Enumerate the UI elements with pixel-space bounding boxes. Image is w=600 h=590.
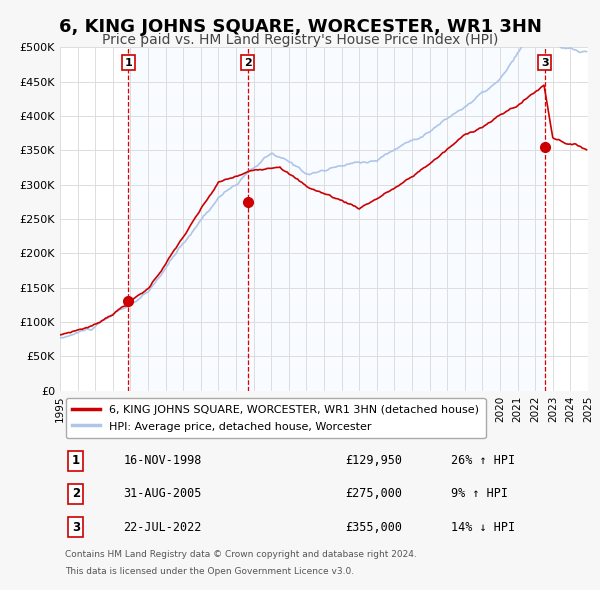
- Text: 2: 2: [244, 58, 251, 68]
- Text: Contains HM Land Registry data © Crown copyright and database right 2024.: Contains HM Land Registry data © Crown c…: [65, 550, 417, 559]
- Text: 1: 1: [72, 454, 80, 467]
- Text: 6, KING JOHNS SQUARE, WORCESTER, WR1 3HN: 6, KING JOHNS SQUARE, WORCESTER, WR1 3HN: [59, 18, 541, 35]
- Text: 26% ↑ HPI: 26% ↑ HPI: [451, 454, 515, 467]
- Text: 14% ↓ HPI: 14% ↓ HPI: [451, 520, 515, 533]
- Text: 1: 1: [124, 58, 132, 68]
- Text: 16-NOV-1998: 16-NOV-1998: [124, 454, 202, 467]
- Text: 2: 2: [72, 487, 80, 500]
- Text: £355,000: £355,000: [345, 520, 402, 533]
- Bar: [128, 47, 248, 391]
- Text: £275,000: £275,000: [345, 487, 402, 500]
- Text: 9% ↑ HPI: 9% ↑ HPI: [451, 487, 508, 500]
- Legend: 6, KING JOHNS SQUARE, WORCESTER, WR1 3HN (detached house), HPI: Average price, d: 6, KING JOHNS SQUARE, WORCESTER, WR1 3HN…: [65, 398, 485, 438]
- Text: 31-AUG-2005: 31-AUG-2005: [124, 487, 202, 500]
- Text: 3: 3: [72, 520, 80, 533]
- Text: 3: 3: [541, 58, 548, 68]
- Text: Price paid vs. HM Land Registry's House Price Index (HPI): Price paid vs. HM Land Registry's House …: [102, 32, 498, 47]
- Text: This data is licensed under the Open Government Licence v3.0.: This data is licensed under the Open Gov…: [65, 568, 355, 576]
- Text: 22-JUL-2022: 22-JUL-2022: [124, 520, 202, 533]
- Text: £129,950: £129,950: [345, 454, 402, 467]
- Bar: [248, 47, 545, 391]
